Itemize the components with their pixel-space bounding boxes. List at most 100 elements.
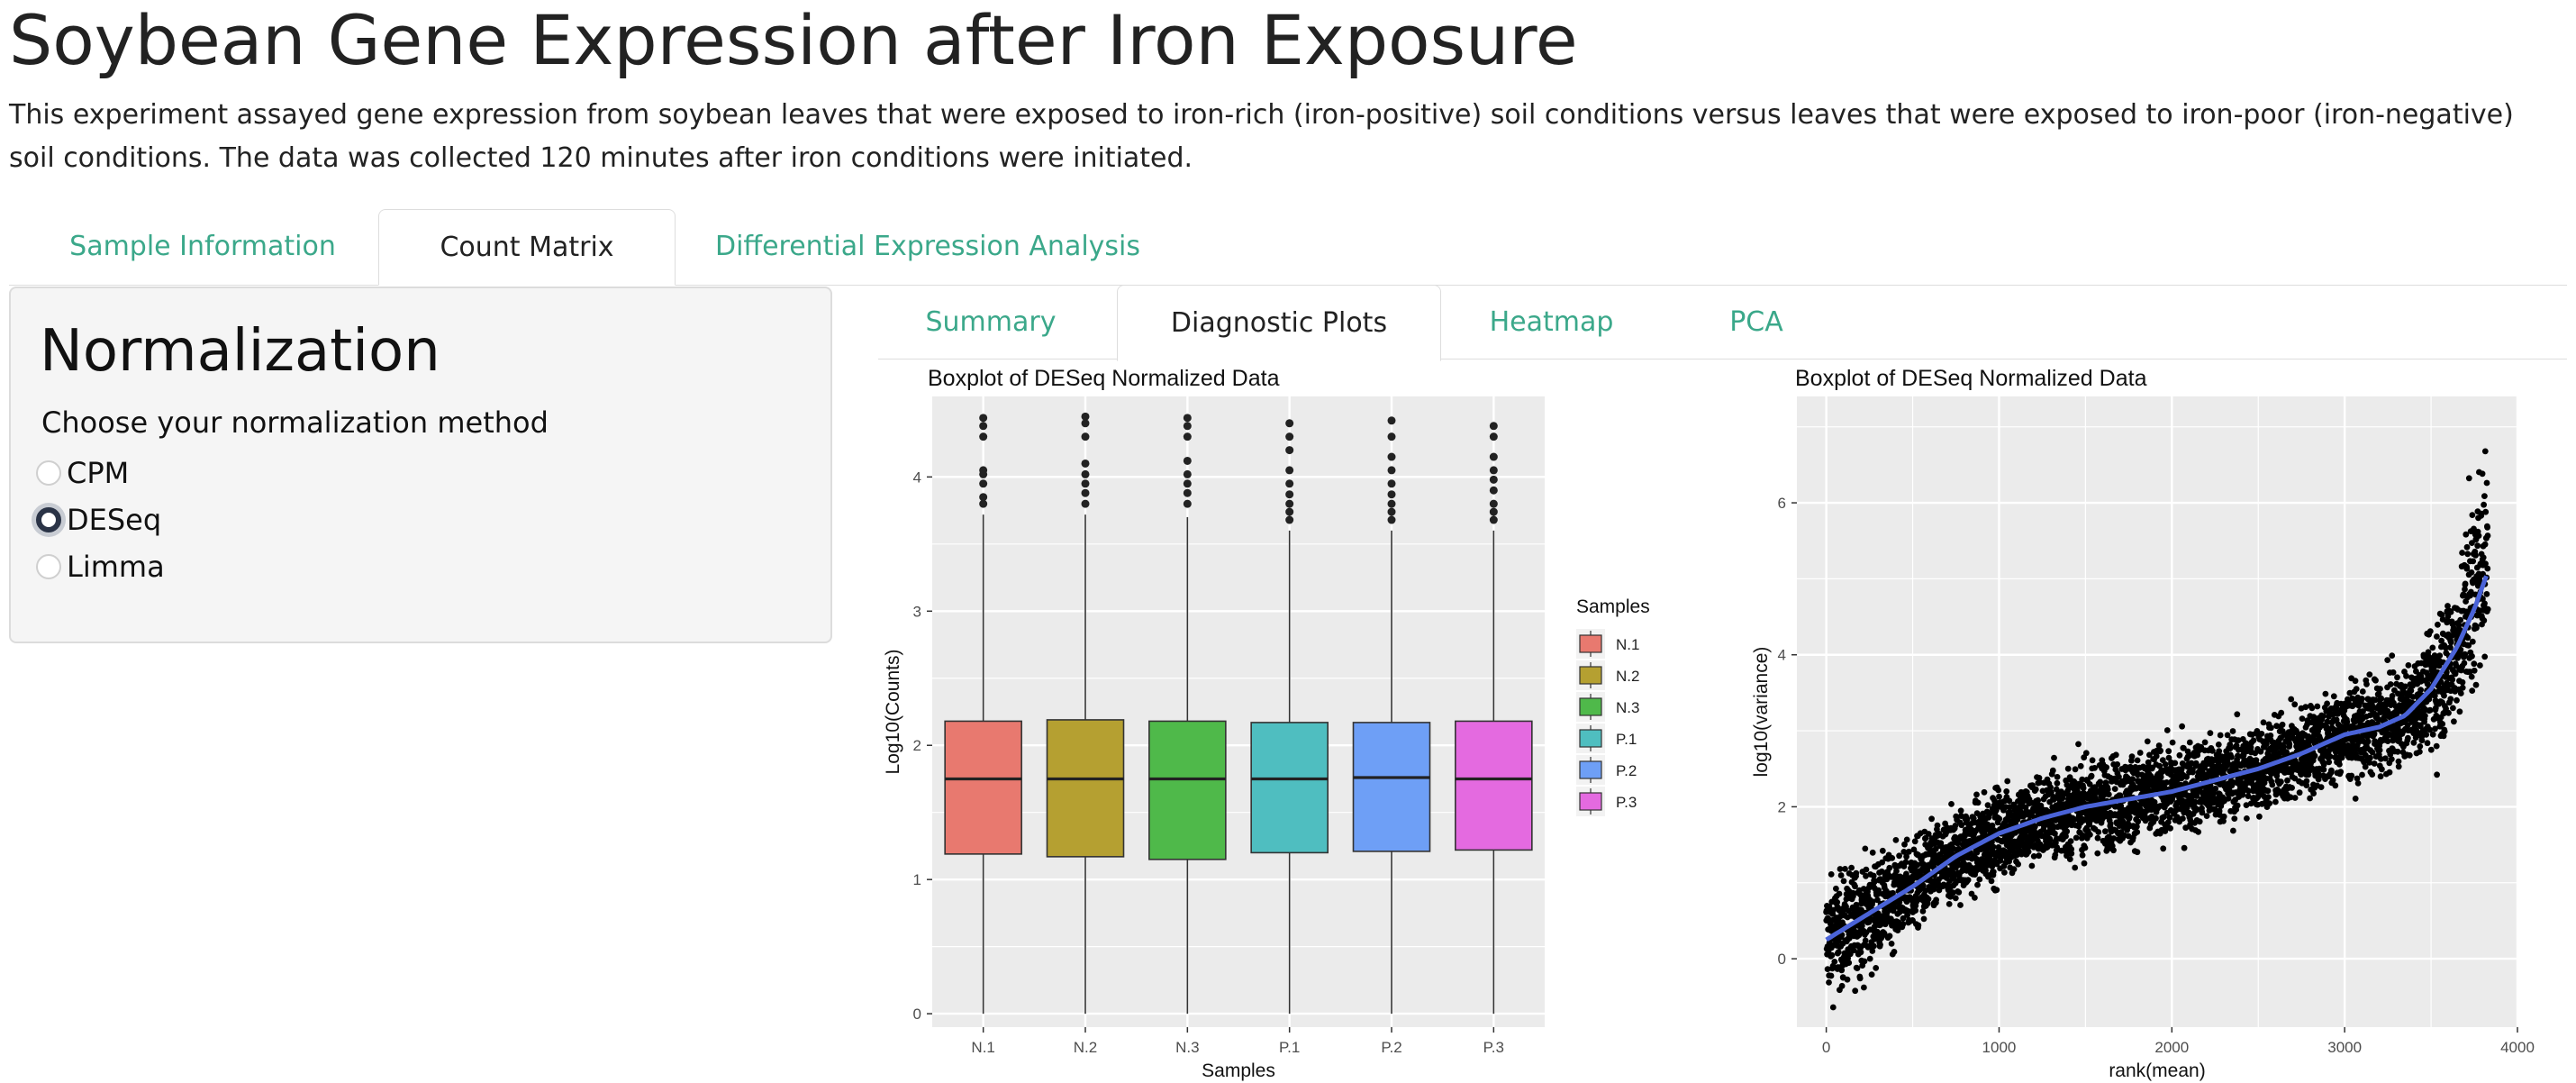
- scatter-point: [1861, 958, 1868, 965]
- scatter-point: [1886, 864, 1893, 871]
- scatter-point: [2403, 672, 2409, 679]
- scatter-point: [2474, 542, 2481, 550]
- scatter-point: [2163, 727, 2171, 733]
- scatter-point: [1915, 922, 1922, 929]
- scatter-point: [2417, 673, 2425, 679]
- scatter-point: [2260, 719, 2267, 726]
- scatter-point: [2160, 845, 2167, 852]
- scatter-point: [2469, 638, 2476, 645]
- x-tick-label: P.2: [1381, 1039, 1401, 1056]
- box-p-3: [1455, 720, 1533, 851]
- scatter-point: [2484, 532, 2491, 539]
- scatter-point: [2464, 551, 2472, 558]
- scatter-point: [2203, 813, 2210, 819]
- scatter-point: [2417, 687, 2424, 693]
- scatter-point: [2441, 692, 2447, 699]
- outlier-point: [1285, 419, 1294, 428]
- scatter-point: [2422, 713, 2428, 719]
- outlier-point: [1183, 414, 1192, 423]
- x-tick-label: 3000: [2327, 1039, 2362, 1056]
- scatter-point: [2106, 833, 2112, 841]
- y-axis-label: log10(variance): [1751, 647, 1772, 778]
- scatter-point: [2389, 693, 2396, 699]
- scatter-point: [2079, 776, 2086, 783]
- outlier-point: [1081, 488, 1090, 497]
- scatter-point: [2465, 642, 2472, 649]
- scatter-point: [2360, 708, 2366, 714]
- y-tick-label: 4: [1778, 647, 1786, 664]
- outlier-point: [979, 422, 988, 431]
- box-n-1: [944, 720, 1022, 855]
- scatter-point: [2354, 775, 2361, 782]
- scatter-point: [1877, 942, 1883, 948]
- tab-summary[interactable]: Summary: [925, 306, 1057, 338]
- scatter-point: [1990, 843, 1997, 851]
- scatter-point: [1862, 845, 1869, 852]
- scatter-point: [1928, 815, 1935, 823]
- tab-sample-information[interactable]: Sample Information: [69, 231, 336, 262]
- tab-heatmap[interactable]: Heatmap: [1489, 306, 1614, 338]
- outlier-point: [1183, 479, 1192, 488]
- scatter-point: [2352, 796, 2359, 802]
- scatter-point: [2091, 765, 2098, 771]
- scatter-point: [2072, 864, 2079, 871]
- scatter-point: [1869, 898, 1876, 906]
- scatter-point: [2472, 681, 2480, 688]
- scatter-point: [2103, 764, 2109, 771]
- scatter-point: [1853, 901, 1860, 908]
- scatter-point: [2469, 652, 2475, 660]
- scatter-point: [2191, 798, 2199, 805]
- scatter-point: [1868, 971, 1875, 978]
- scatter-point: [2151, 798, 2158, 805]
- scatter-point: [2320, 766, 2327, 773]
- scatter-point: [2032, 823, 2038, 830]
- scatter-point: [1910, 846, 1918, 853]
- tab-count-matrix[interactable]: Count Matrix: [378, 209, 676, 286]
- radio-option-limma[interactable]: Limma: [36, 547, 165, 587]
- scatter-point: [2369, 771, 2376, 778]
- scatter-point: [2072, 766, 2079, 773]
- scatter-point: [2181, 745, 2187, 751]
- scatter-point: [2348, 772, 2355, 779]
- tab-pca[interactable]: PCA: [1729, 306, 1783, 338]
- scatter-point: [2434, 633, 2440, 640]
- radio-option-deseq[interactable]: DESeq: [36, 500, 161, 540]
- radio-button[interactable]: [36, 554, 61, 579]
- radio-option-cpm[interactable]: CPM: [36, 453, 129, 493]
- scatter-point: [2215, 742, 2222, 748]
- scatter-point: [2128, 753, 2136, 760]
- scatter-point: [2225, 795, 2232, 802]
- scatter-point: [2482, 508, 2490, 515]
- scatter-point: [1905, 848, 1912, 855]
- scatter-point: [2105, 791, 2112, 798]
- scatter-point: [2366, 759, 2372, 766]
- radio-button[interactable]: [36, 460, 61, 486]
- scatter-point: [1950, 889, 1956, 896]
- scatter-point: [2417, 749, 2423, 755]
- scatter-point: [2052, 830, 2058, 837]
- scatter-point: [2046, 835, 2054, 842]
- scatter-point: [2136, 750, 2144, 756]
- tab-differential-expression-analysis[interactable]: Differential Expression Analysis: [714, 231, 1141, 262]
- scatter-point: [1973, 791, 1980, 798]
- scatter-point: [2320, 713, 2327, 720]
- scatter-point: [2443, 669, 2450, 676]
- scatter-point: [2081, 860, 2088, 867]
- scatter-point: [1874, 896, 1881, 904]
- radio-button-selected[interactable]: [36, 507, 61, 532]
- box-p-2: [1352, 722, 1431, 852]
- scatter-point: [2417, 743, 2424, 750]
- scatter-point: [2307, 795, 2313, 802]
- scatter-point: [2289, 785, 2295, 791]
- scatter-point: [1952, 823, 1959, 829]
- tab-diagnostic-plots[interactable]: Diagnostic Plots: [1117, 285, 1441, 361]
- outlier-point: [1489, 452, 1498, 461]
- scatter-point: [2169, 739, 2176, 746]
- scatter-point: [2288, 696, 2295, 703]
- outlier-point: [1081, 469, 1090, 478]
- scatter-point: [1846, 960, 1853, 966]
- scatter-point: [2283, 749, 2290, 755]
- legend-key-swatch: [1579, 634, 1602, 653]
- scatter-point: [1937, 840, 1945, 847]
- x-axis-label: Samples: [1202, 1060, 1275, 1081]
